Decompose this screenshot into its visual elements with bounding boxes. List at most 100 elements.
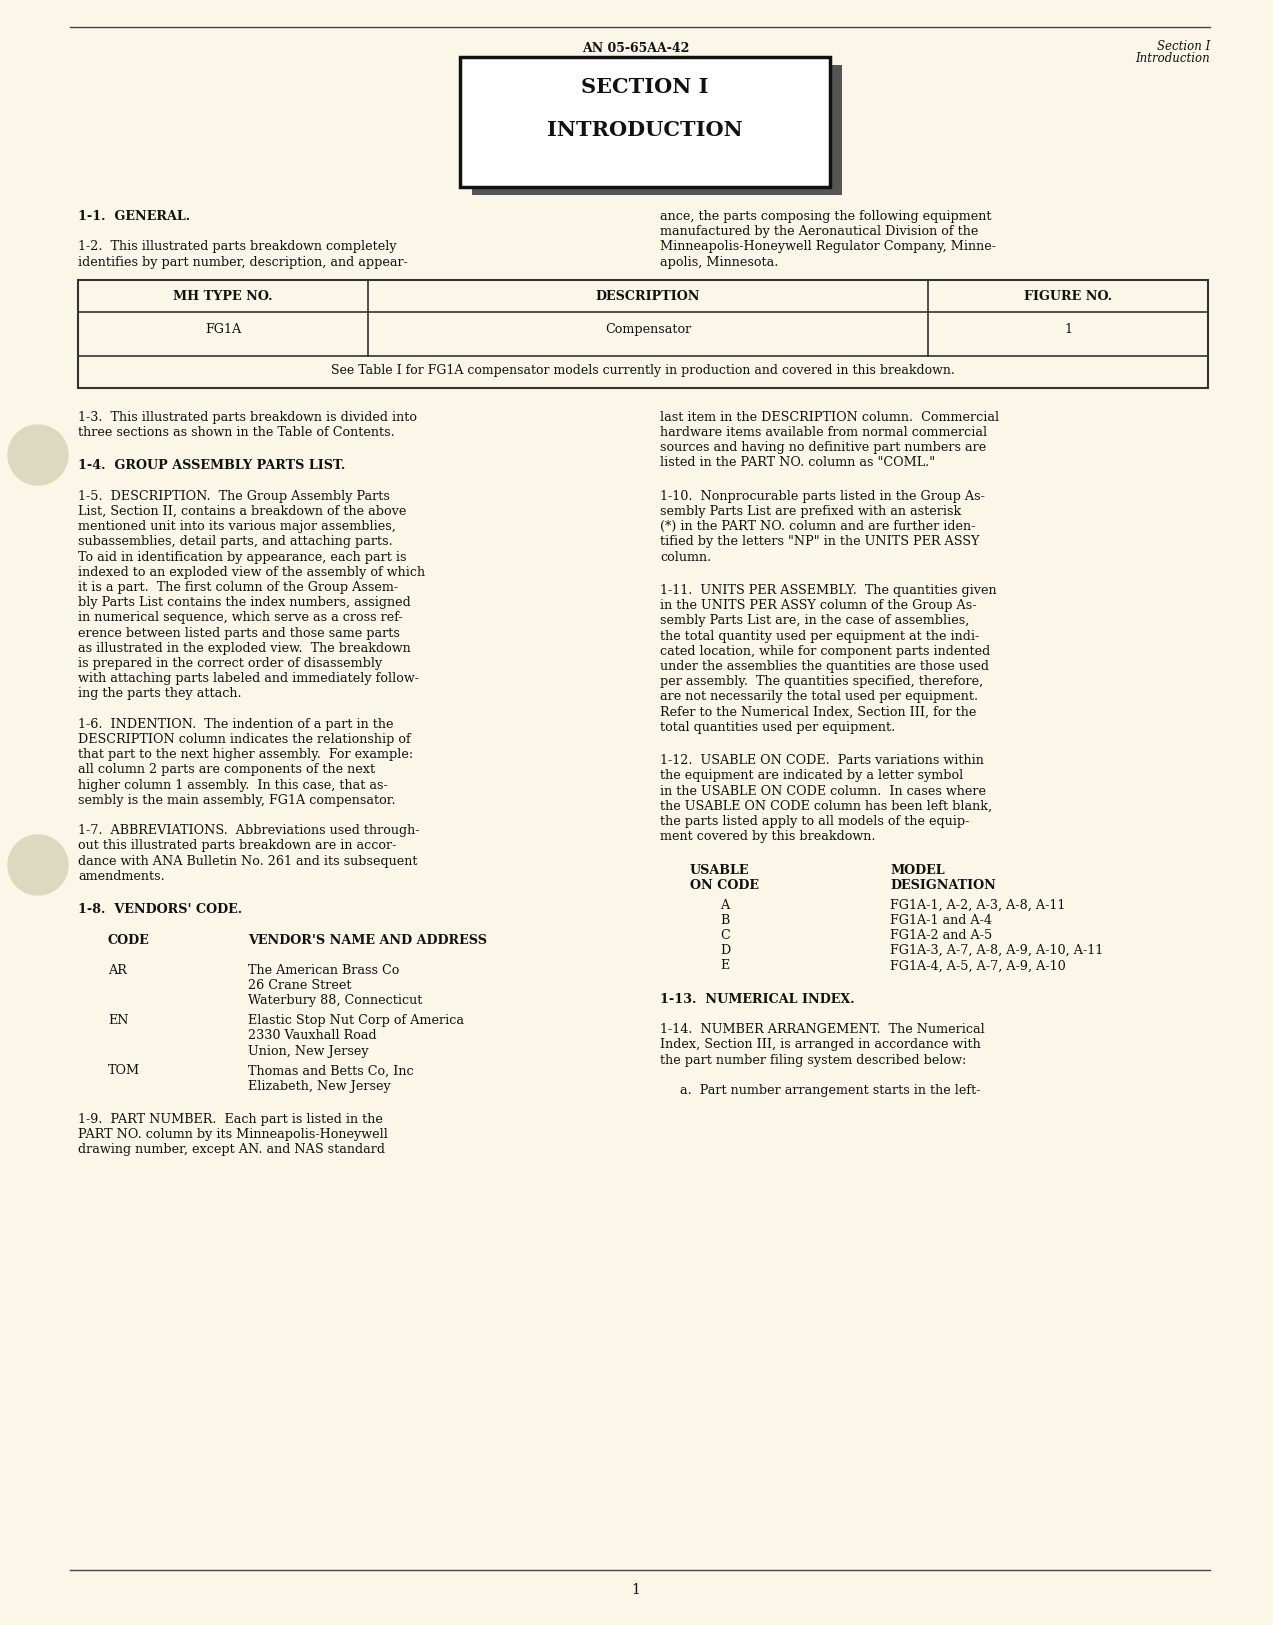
Text: total quantities used per equipment.: total quantities used per equipment. bbox=[659, 722, 895, 734]
Text: Compensator: Compensator bbox=[605, 323, 691, 336]
Text: the total quantity used per equipment at the indi-: the total quantity used per equipment at… bbox=[659, 629, 979, 642]
Text: bly Parts List contains the index numbers, assigned: bly Parts List contains the index number… bbox=[78, 596, 411, 609]
Text: listed in the PART NO. column as "COML.": listed in the PART NO. column as "COML." bbox=[659, 457, 936, 470]
Text: under the assemblies the quantities are those used: under the assemblies the quantities are … bbox=[659, 660, 989, 673]
Text: Minneapolis-Honeywell Regulator Company, Minne-: Minneapolis-Honeywell Regulator Company,… bbox=[659, 240, 995, 254]
Text: 1-2.  This illustrated parts breakdown completely: 1-2. This illustrated parts breakdown co… bbox=[78, 240, 397, 254]
Text: 2330 Vauxhall Road: 2330 Vauxhall Road bbox=[248, 1029, 377, 1042]
Text: last item in the DESCRIPTION column.  Commercial: last item in the DESCRIPTION column. Com… bbox=[659, 411, 999, 424]
Text: manufactured by the Aeronautical Division of the: manufactured by the Aeronautical Divisio… bbox=[659, 226, 979, 239]
Text: D: D bbox=[721, 944, 731, 957]
Text: 1-8.  VENDORS' CODE.: 1-8. VENDORS' CODE. bbox=[78, 904, 242, 916]
Text: To aid in identification by appearance, each part is: To aid in identification by appearance, … bbox=[78, 551, 406, 564]
Text: the USABLE ON CODE column has been left blank,: the USABLE ON CODE column has been left … bbox=[659, 800, 992, 812]
Text: the equipment are indicated by a letter symbol: the equipment are indicated by a letter … bbox=[659, 770, 964, 783]
Text: out this illustrated parts breakdown are in accor-: out this illustrated parts breakdown are… bbox=[78, 840, 396, 853]
Text: is prepared in the correct order of disassembly: is prepared in the correct order of disa… bbox=[78, 656, 382, 669]
Text: ment covered by this breakdown.: ment covered by this breakdown. bbox=[659, 830, 876, 843]
Text: Elizabeth, New Jersey: Elizabeth, New Jersey bbox=[248, 1079, 391, 1092]
Bar bbox=[472, 65, 841, 195]
Text: mentioned unit into its various major assemblies,: mentioned unit into its various major as… bbox=[78, 520, 396, 533]
Text: E: E bbox=[721, 959, 729, 972]
Text: 1-11.  UNITS PER ASSEMBLY.  The quantities given: 1-11. UNITS PER ASSEMBLY. The quantities… bbox=[659, 583, 997, 596]
Text: AR: AR bbox=[108, 964, 127, 977]
Text: SECTION I: SECTION I bbox=[582, 76, 709, 98]
Text: 1-13.  NUMERICAL INDEX.: 1-13. NUMERICAL INDEX. bbox=[659, 993, 854, 1006]
Text: sembly is the main assembly, FG1A compensator.: sembly is the main assembly, FG1A compen… bbox=[78, 793, 396, 806]
Circle shape bbox=[8, 426, 67, 484]
Text: tified by the letters "NP" in the UNITS PER ASSY: tified by the letters "NP" in the UNITS … bbox=[659, 535, 979, 548]
Text: 1-9.  PART NUMBER.  Each part is listed in the: 1-9. PART NUMBER. Each part is listed in… bbox=[78, 1113, 383, 1126]
Text: hardware items available from normal commercial: hardware items available from normal com… bbox=[659, 426, 987, 439]
Text: sources and having no definitive part numbers are: sources and having no definitive part nu… bbox=[659, 440, 987, 453]
Text: FG1A-3, A-7, A-8, A-9, A-10, A-11: FG1A-3, A-7, A-8, A-9, A-10, A-11 bbox=[890, 944, 1104, 957]
Text: Section I: Section I bbox=[1157, 41, 1211, 54]
Text: List, Section II, contains a breakdown of the above: List, Section II, contains a breakdown o… bbox=[78, 505, 406, 518]
Text: 26 Crane Street: 26 Crane Street bbox=[248, 980, 351, 993]
Bar bbox=[460, 57, 830, 187]
Text: higher column 1 assembly.  In this case, that as-: higher column 1 assembly. In this case, … bbox=[78, 778, 388, 791]
Text: PART NO. column by its Minneapolis-Honeywell: PART NO. column by its Minneapolis-Honey… bbox=[78, 1128, 388, 1141]
Text: 1-1.  GENERAL.: 1-1. GENERAL. bbox=[78, 210, 190, 223]
Text: the part number filing system described below:: the part number filing system described … bbox=[659, 1053, 966, 1066]
Text: are not necessarily the total used per equipment.: are not necessarily the total used per e… bbox=[659, 691, 978, 704]
Text: DESCRIPTION: DESCRIPTION bbox=[596, 289, 700, 302]
Text: VENDOR'S NAME AND ADDRESS: VENDOR'S NAME AND ADDRESS bbox=[248, 934, 488, 947]
Text: INTRODUCTION: INTRODUCTION bbox=[547, 120, 743, 140]
Text: DESIGNATION: DESIGNATION bbox=[890, 879, 995, 892]
Text: sembly Parts List are, in the case of assemblies,: sembly Parts List are, in the case of as… bbox=[659, 614, 969, 627]
Text: the parts listed apply to all models of the equip-: the parts listed apply to all models of … bbox=[659, 816, 969, 829]
Text: Waterbury 88, Connecticut: Waterbury 88, Connecticut bbox=[248, 994, 423, 1008]
Text: 1-5.  DESCRIPTION.  The Group Assembly Parts: 1-5. DESCRIPTION. The Group Assembly Par… bbox=[78, 489, 390, 502]
Text: column.: column. bbox=[659, 551, 712, 564]
Text: 1-6.  INDENTION.  The indention of a part in the: 1-6. INDENTION. The indention of a part … bbox=[78, 718, 393, 731]
Text: The American Brass Co: The American Brass Co bbox=[248, 964, 400, 977]
Text: FG1A-1 and A-4: FG1A-1 and A-4 bbox=[890, 913, 992, 926]
Text: drawing number, except AN. and NAS standard: drawing number, except AN. and NAS stand… bbox=[78, 1144, 384, 1157]
Text: it is a part.  The first column of the Group Assem-: it is a part. The first column of the Gr… bbox=[78, 582, 398, 595]
Text: apolis, Minnesota.: apolis, Minnesota. bbox=[659, 255, 778, 268]
Text: that part to the next higher assembly.  For example:: that part to the next higher assembly. F… bbox=[78, 748, 414, 760]
Text: Elastic Stop Nut Corp of America: Elastic Stop Nut Corp of America bbox=[248, 1014, 463, 1027]
Text: MH TYPE NO.: MH TYPE NO. bbox=[173, 289, 272, 302]
Text: in the USABLE ON CODE column.  In cases where: in the USABLE ON CODE column. In cases w… bbox=[659, 785, 987, 798]
Text: 1-4.  GROUP ASSEMBLY PARTS LIST.: 1-4. GROUP ASSEMBLY PARTS LIST. bbox=[78, 460, 345, 473]
Text: indexed to an exploded view of the assembly of which: indexed to an exploded view of the assem… bbox=[78, 566, 425, 578]
Text: FG1A-2 and A-5: FG1A-2 and A-5 bbox=[890, 929, 992, 942]
Text: 1-14.  NUMBER ARRANGEMENT.  The Numerical: 1-14. NUMBER ARRANGEMENT. The Numerical bbox=[659, 1024, 985, 1037]
Text: identifies by part number, description, and appear-: identifies by part number, description, … bbox=[78, 255, 407, 268]
Text: ON CODE: ON CODE bbox=[690, 879, 759, 892]
Text: three sections as shown in the Table of Contents.: three sections as shown in the Table of … bbox=[78, 426, 395, 439]
Circle shape bbox=[8, 835, 67, 895]
Text: with attaching parts labeled and immediately follow-: with attaching parts labeled and immedia… bbox=[78, 673, 419, 686]
Text: 1-12.  USABLE ON CODE.  Parts variations within: 1-12. USABLE ON CODE. Parts variations w… bbox=[659, 754, 984, 767]
Text: cated location, while for component parts indented: cated location, while for component part… bbox=[659, 645, 990, 658]
Text: ing the parts they attach.: ing the parts they attach. bbox=[78, 687, 242, 700]
Text: Introduction: Introduction bbox=[1136, 52, 1211, 65]
Text: per assembly.  The quantities specified, therefore,: per assembly. The quantities specified, … bbox=[659, 676, 983, 689]
Text: as illustrated in the exploded view.  The breakdown: as illustrated in the exploded view. The… bbox=[78, 642, 411, 655]
Text: subassemblies, detail parts, and attaching parts.: subassemblies, detail parts, and attachi… bbox=[78, 535, 393, 548]
Text: 1-7.  ABBREVIATIONS.  Abbreviations used through-: 1-7. ABBREVIATIONS. Abbreviations used t… bbox=[78, 824, 420, 837]
Text: amendments.: amendments. bbox=[78, 869, 164, 882]
Text: (*) in the PART NO. column and are further iden-: (*) in the PART NO. column and are furth… bbox=[659, 520, 975, 533]
Bar bbox=[78, 280, 1208, 388]
Text: See Table I for FG1A compensator models currently in production and covered in t: See Table I for FG1A compensator models … bbox=[331, 364, 955, 377]
Text: sembly Parts List are prefixed with an asterisk: sembly Parts List are prefixed with an a… bbox=[659, 505, 961, 518]
Text: ance, the parts composing the following equipment: ance, the parts composing the following … bbox=[659, 210, 992, 223]
Text: Union, New Jersey: Union, New Jersey bbox=[248, 1045, 369, 1058]
Text: all column 2 parts are components of the next: all column 2 parts are components of the… bbox=[78, 764, 376, 777]
Text: 1: 1 bbox=[1064, 323, 1072, 336]
Text: FG1A-1, A-2, A-3, A-8, A-11: FG1A-1, A-2, A-3, A-8, A-11 bbox=[890, 899, 1066, 912]
Text: in the UNITS PER ASSY column of the Group As-: in the UNITS PER ASSY column of the Grou… bbox=[659, 600, 976, 613]
Text: 1-10.  Nonprocurable parts listed in the Group As-: 1-10. Nonprocurable parts listed in the … bbox=[659, 489, 985, 502]
Text: B: B bbox=[721, 913, 729, 926]
Text: USABLE: USABLE bbox=[690, 863, 750, 876]
Text: MODEL: MODEL bbox=[890, 863, 945, 876]
Text: AN 05-65AA-42: AN 05-65AA-42 bbox=[582, 42, 690, 55]
Text: Index, Section III, is arranged in accordance with: Index, Section III, is arranged in accor… bbox=[659, 1038, 980, 1051]
Text: CODE: CODE bbox=[108, 934, 150, 947]
Text: FG1A-4, A-5, A-7, A-9, A-10: FG1A-4, A-5, A-7, A-9, A-10 bbox=[890, 959, 1066, 972]
Text: FG1A: FG1A bbox=[205, 323, 241, 336]
Text: erence between listed parts and those same parts: erence between listed parts and those sa… bbox=[78, 627, 400, 640]
